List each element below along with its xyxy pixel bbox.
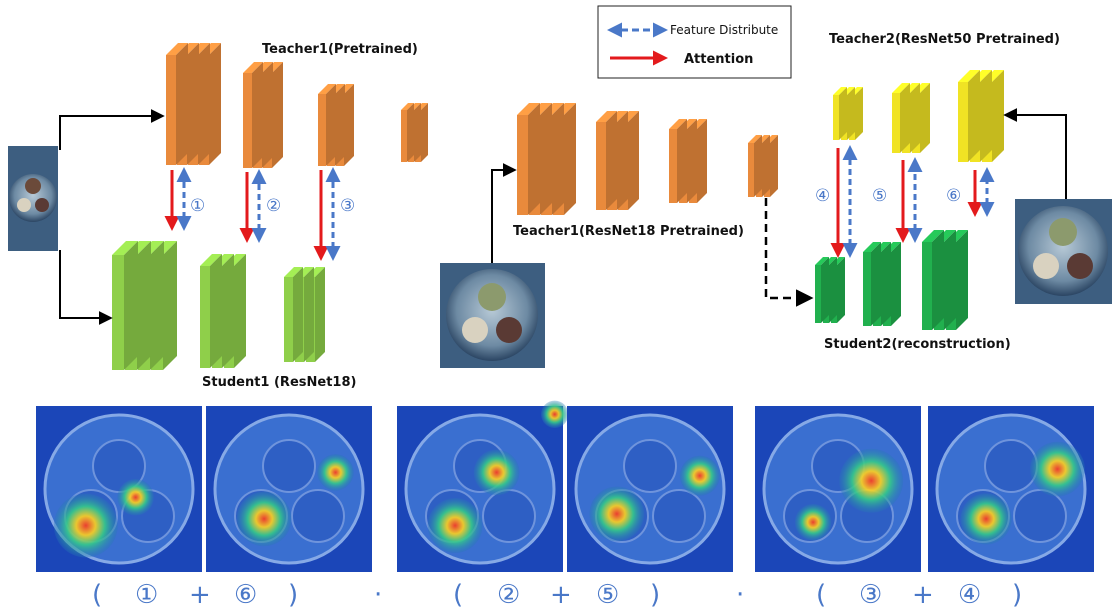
heatmap-3 <box>397 400 569 572</box>
formula-plus: + <box>550 580 572 610</box>
legend-attention-label: Attention <box>684 52 753 67</box>
heatmap-5 <box>755 406 921 572</box>
teacher1-left-label: Teacher1(Pretrained) <box>262 42 418 57</box>
teacher1-mid-block-3 <box>669 119 707 203</box>
teacher1-left-block-4 <box>401 103 428 162</box>
formula-paren: ( <box>453 580 464 610</box>
teacher2-block-1 <box>833 87 863 140</box>
formula-paren: ( <box>92 580 103 610</box>
student1-label: Student1 (ResNet18) <box>202 375 356 390</box>
formula-marker: ⑤ <box>596 580 620 610</box>
student2-label: Student2(reconstruction) <box>824 337 1011 352</box>
student2-block-3 <box>922 230 968 330</box>
formula-paren: ) <box>650 580 661 610</box>
marker-5: ⑤ <box>872 186 887 206</box>
marker-4: ④ <box>815 186 830 206</box>
input-image-mid <box>440 263 545 368</box>
heatmap-4 <box>567 406 733 572</box>
marker-2: ② <box>266 196 281 216</box>
pair-4 <box>830 145 858 258</box>
formula: ( ① + ⑥ ) · ( ② + ⑤ ) · ( ③ + ④ ) <box>0 580 1113 616</box>
formula-dot: · <box>736 580 745 610</box>
marker-1: ① <box>190 196 205 216</box>
teacher1-mid-block-1 <box>517 103 576 215</box>
teacher2-block-2 <box>892 83 930 153</box>
teacher1-left-block-3 <box>318 84 354 166</box>
student1-block-2 <box>200 254 246 368</box>
student1-block-1 <box>112 241 177 370</box>
teacher1-left-block-2 <box>243 62 283 168</box>
marker-6: ⑥ <box>946 186 961 206</box>
diagram-canvas: Feature Distribute Attention Teacher <box>8 5 1112 572</box>
pair-6 <box>967 167 995 217</box>
teacher1-left-block-1 <box>166 43 221 165</box>
pair-5 <box>895 157 923 243</box>
formula-dot: · <box>374 580 383 610</box>
formula-marker: ① <box>135 580 159 610</box>
input-image-right <box>1015 199 1112 304</box>
pair-1 <box>164 167 192 231</box>
heatmap-row <box>36 400 1094 572</box>
teacher1-mid-block-4 <box>748 135 778 197</box>
formula-marker: ⑥ <box>234 580 258 610</box>
formula-paren: ) <box>1012 580 1023 610</box>
marker-3: ③ <box>340 196 355 216</box>
teacher2-block-3 <box>958 70 1004 162</box>
formula-paren: ( <box>816 580 827 610</box>
input-image-left <box>8 146 58 251</box>
legend: Feature Distribute Attention <box>597 5 792 79</box>
teacher1-mid-block-2 <box>596 111 639 210</box>
student1-block-3 <box>284 267 325 362</box>
formula-plus: + <box>912 580 934 610</box>
formula-paren: ) <box>288 580 299 610</box>
pair-3 <box>313 167 341 261</box>
pair-2 <box>239 169 267 243</box>
formula-marker: ③ <box>859 580 883 610</box>
heatmap-1 <box>36 406 202 572</box>
flow-arrows <box>59 108 1067 325</box>
heatmap-2 <box>206 406 372 572</box>
teacher2-label: Teacher2(ResNet50 Pretrained) <box>829 32 1060 47</box>
distillation-arrows <box>164 145 995 261</box>
student2-block-2 <box>863 242 901 326</box>
formula-plus: + <box>189 580 211 610</box>
teacher1-mid-label: Teacher1(ResNet18 Pretrained) <box>513 224 744 239</box>
student2-block-1 <box>815 257 845 323</box>
formula-marker: ② <box>497 580 521 610</box>
legend-feature-label: Feature Distribute <box>670 23 778 37</box>
legend-box <box>597 5 792 79</box>
feature-map-blocks <box>112 43 1004 370</box>
formula-marker: ④ <box>958 580 982 610</box>
heatmap-6 <box>928 406 1094 572</box>
